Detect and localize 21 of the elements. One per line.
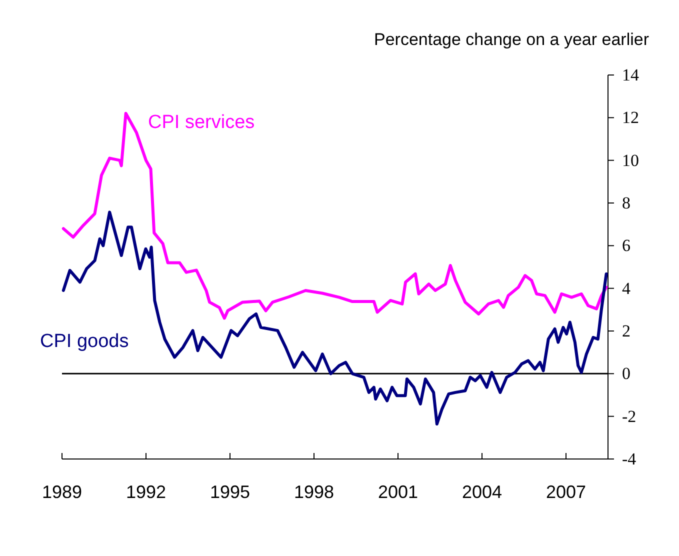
x-tick-label: 2001 bbox=[378, 482, 418, 502]
y-tick-label: 8 bbox=[622, 194, 630, 212]
x-tick-label: 1989 bbox=[42, 482, 82, 502]
series-label: CPI goods bbox=[40, 331, 129, 352]
line-series bbox=[62, 112, 608, 320]
y-tick-label: 10 bbox=[622, 150, 639, 170]
y-tick-label: 14 bbox=[622, 66, 640, 84]
y-axis-title: Percentage change on a year earlier bbox=[374, 30, 650, 49]
x-tick-label: 1995 bbox=[210, 482, 250, 502]
x-tick-label: 2007 bbox=[546, 482, 586, 502]
x-tick-label: 1998 bbox=[294, 482, 334, 502]
y-tick-label: 4 bbox=[622, 278, 631, 298]
x-tick-label: 1992 bbox=[126, 482, 166, 502]
y-tick-label: -4 bbox=[622, 450, 637, 468]
y-tick-label: 6 bbox=[622, 236, 630, 256]
y-tick-label: 2 bbox=[622, 322, 630, 340]
y-tick-label: 0 bbox=[622, 364, 630, 384]
y-tick-label: 12 bbox=[622, 108, 639, 128]
series-label: CPI services bbox=[148, 112, 255, 133]
x-tick-label: 2004 bbox=[462, 482, 502, 502]
y-tick-label: -2 bbox=[622, 406, 636, 426]
